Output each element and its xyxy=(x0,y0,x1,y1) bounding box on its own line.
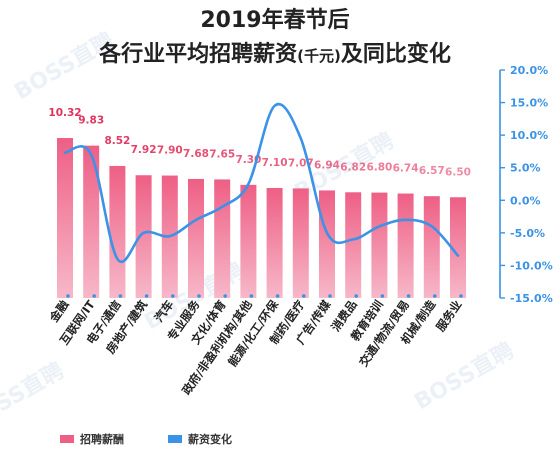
salary-change-line xyxy=(63,102,460,263)
bar-0 xyxy=(57,138,73,298)
value-label-4: 7.90 xyxy=(157,145,183,157)
category-label-15: 服务业 xyxy=(433,297,465,334)
value-label-13: 6.74 xyxy=(393,163,419,175)
bar-9 xyxy=(292,188,309,298)
value-label-3: 7.92 xyxy=(131,144,157,156)
bar-7 xyxy=(240,184,257,298)
category-dot-15 xyxy=(459,294,463,298)
category-dot-14 xyxy=(433,294,437,298)
chart-title-line2: 各行业平均招聘薪资(千元)及同比变化 xyxy=(98,41,451,67)
category-dot-5 xyxy=(197,294,201,298)
bar-14 xyxy=(423,196,440,298)
category-dots xyxy=(66,294,463,298)
category-dot-1 xyxy=(92,294,96,298)
category-dot-8 xyxy=(275,294,280,298)
chart-title-line1: 2019年春节后 xyxy=(200,7,349,33)
right-axis-ticks: 20.0% 15.0% 10.0% 5.0% 0.0% -5.0% -10.0% -15.0% xyxy=(500,64,553,305)
value-label-5: 7.68 xyxy=(183,148,209,160)
category-dot-0 xyxy=(66,294,70,298)
category-dot-7 xyxy=(249,294,254,298)
right-tick-label-0: 20.0% xyxy=(510,64,548,77)
bar-6 xyxy=(214,179,231,298)
bar-11 xyxy=(345,192,362,298)
right-tick-label-1: 15.0% xyxy=(510,97,548,110)
value-label-0: 10.32 xyxy=(48,107,81,119)
category-dot-10 xyxy=(328,294,332,298)
value-labels: 10.329.838.527.92 7.90 7.68 7.65 7.30 7.10 7.0… xyxy=(48,107,471,178)
category-dot-6 xyxy=(223,294,227,298)
chart-title-tail: 及同比变化 xyxy=(341,41,451,67)
category-dot-11 xyxy=(354,294,359,298)
legend-swatch-1 xyxy=(168,435,182,443)
category-dot-2 xyxy=(118,294,123,298)
legend-swatch-0 xyxy=(60,435,74,443)
legend-label-1: 薪资变化 xyxy=(188,432,232,446)
value-label-12: 6.80 xyxy=(366,162,392,174)
value-label-8: 7.10 xyxy=(262,157,288,169)
bar-5 xyxy=(188,178,204,298)
value-label-14: 6.57 xyxy=(419,165,445,177)
value-label-15: 6.50 xyxy=(445,166,471,178)
right-tick-label-4: 0.0% xyxy=(510,194,541,207)
bar-8 xyxy=(266,187,283,298)
watermark-text-3: BOSS直聘 xyxy=(410,338,518,416)
chart-title-unit: (千元) xyxy=(297,47,341,65)
category-dot-4 xyxy=(171,294,175,298)
value-label-11: 6.82 xyxy=(340,161,366,173)
category-dot-9 xyxy=(302,294,306,298)
right-tick-label-2: 10.0% xyxy=(510,129,548,142)
legend: 招聘薪酬 薪资变化 xyxy=(60,432,232,446)
watermark-layer: BOSS直聘BOSS直聘BOSS直聘BOSS直聘BOSS直聘 xyxy=(0,28,518,436)
right-tick-label-3: 5.0% xyxy=(510,162,541,175)
chart-title-main: 各行业平均招聘薪资 xyxy=(98,41,297,67)
bar-13 xyxy=(397,193,414,298)
value-label-10: 6.94 xyxy=(314,159,340,171)
right-tick-label-7: -15.0% xyxy=(510,292,553,305)
right-tick-label-6: -10.0% xyxy=(510,259,553,272)
bar-1 xyxy=(83,145,100,298)
bar-series xyxy=(57,138,466,298)
bar-12 xyxy=(371,192,388,298)
watermark-text-4: BOSS直聘 xyxy=(0,358,68,436)
bar-3 xyxy=(135,175,152,298)
category-dot-3 xyxy=(144,294,149,298)
category-dot-13 xyxy=(406,294,411,298)
bar-10 xyxy=(319,190,335,298)
right-tick-label-5: -5.0% xyxy=(510,227,545,240)
category-dot-12 xyxy=(380,294,385,298)
legend-label-0: 招聘薪酬 xyxy=(80,432,124,446)
value-label-6: 7.65 xyxy=(209,148,235,160)
bar-2 xyxy=(109,165,126,298)
bar-15 xyxy=(450,197,466,298)
category-label-0: 金融 xyxy=(46,297,72,325)
value-label-2: 8.52 xyxy=(104,135,130,147)
value-label-1: 9.83 xyxy=(78,115,104,127)
